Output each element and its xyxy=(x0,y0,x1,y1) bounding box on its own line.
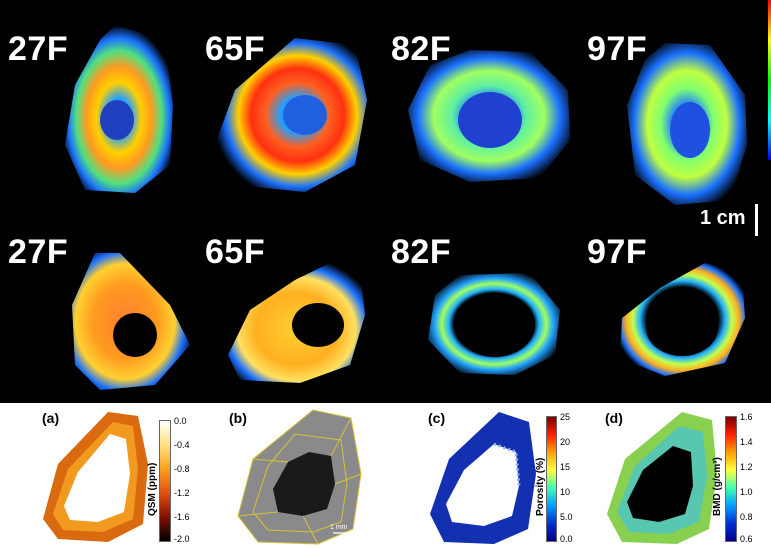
panel-a-tick-4: -1.6 xyxy=(174,512,190,522)
panel-d-tick-5: 0.6 xyxy=(740,534,753,544)
panel-a-colorbar-title: QSM (ppm) xyxy=(147,462,158,516)
panel-d-tick-4: 0.8 xyxy=(740,512,753,522)
panel-d-tick-2: 1.2 xyxy=(740,462,753,472)
panel-b-image xyxy=(237,409,362,545)
row1-label-27f: 27F xyxy=(8,30,69,68)
panel-a-tick-2: -0.8 xyxy=(174,464,190,474)
panel-d-colorbar-title: BMD (g/cm³) xyxy=(712,457,723,516)
scan-row2-65f xyxy=(228,263,365,383)
scan-row1-82f xyxy=(408,50,570,182)
panel-a-tick-3: -1.2 xyxy=(174,488,190,498)
panel-a-letter: (a) xyxy=(42,410,60,426)
panel-b-letter: (b) xyxy=(229,410,247,426)
panel-d-tick-0: 1.6 xyxy=(740,412,753,422)
row2-label-82f: 82F xyxy=(391,233,452,271)
panel-c-tick-1: 20 xyxy=(560,437,571,447)
panel-c-colorbar xyxy=(546,416,557,542)
panel-d-tick-1: 1.4 xyxy=(740,437,753,447)
panel-c-tick-5: 0.0 xyxy=(560,534,573,544)
mri-panel: 27F 65F 82F 97F 27F 65F 82F 97F xyxy=(0,0,771,403)
panel-d: (d) 1.6 1.4 1.2 1.0 0.8 0.6 BMD (g/cm³) xyxy=(597,404,771,548)
row1-label-97f: 97F xyxy=(587,30,648,68)
panel-b: (b) 1 mm xyxy=(223,404,381,548)
scan-row1-27f xyxy=(65,25,173,193)
panel-d-letter: (d) xyxy=(605,410,623,426)
panel-d-image xyxy=(607,412,717,544)
panel-a-image xyxy=(43,412,148,542)
panel-a-tick-1: -0.4 xyxy=(174,440,190,450)
panel-d-colorbar xyxy=(725,416,737,542)
panel-a: (a) 0.0 -0.4 -0.8 -1.2 -1.6 -2.0 QSM (pp… xyxy=(38,404,200,548)
panel-c-tick-4: 5.0 xyxy=(560,512,573,522)
panel-d-tick-3: 1.0 xyxy=(740,487,753,497)
scan-row2-27f xyxy=(72,253,190,390)
panel-c-image xyxy=(430,412,536,544)
scale-bar-line xyxy=(755,204,758,236)
row1-label-65f: 65F xyxy=(205,30,266,68)
panel-c-tick-3: 10 xyxy=(560,487,571,497)
panel-c-tick-0: 25 xyxy=(560,412,571,422)
panel-c: (c) 25 20 15 10 5.0 0.0 Porosity (%) xyxy=(424,404,584,548)
edge-color-strip xyxy=(768,0,771,160)
panel-b-scale-label: 1 mm xyxy=(330,524,348,531)
scan-row2-82f xyxy=(428,273,560,375)
scan-row1-65f xyxy=(213,38,367,192)
panel-c-letter: (c) xyxy=(428,410,446,426)
panel-c-colorbar-title: Porosity (%) xyxy=(535,457,546,516)
row2-label-97f: 97F xyxy=(587,233,648,271)
scan-row1-97f xyxy=(627,43,747,205)
row2-label-65f: 65F xyxy=(205,233,266,271)
panel-a-tick-5: -2.0 xyxy=(174,534,190,544)
panel-a-tick-0: 0.0 xyxy=(174,416,187,426)
scale-bar-label: 1 cm xyxy=(700,207,746,229)
scan-row2-97f xyxy=(620,263,745,376)
row2-label-27f: 27F xyxy=(8,233,69,271)
panel-a-colorbar xyxy=(159,420,171,542)
panel-c-tick-2: 15 xyxy=(560,462,571,472)
